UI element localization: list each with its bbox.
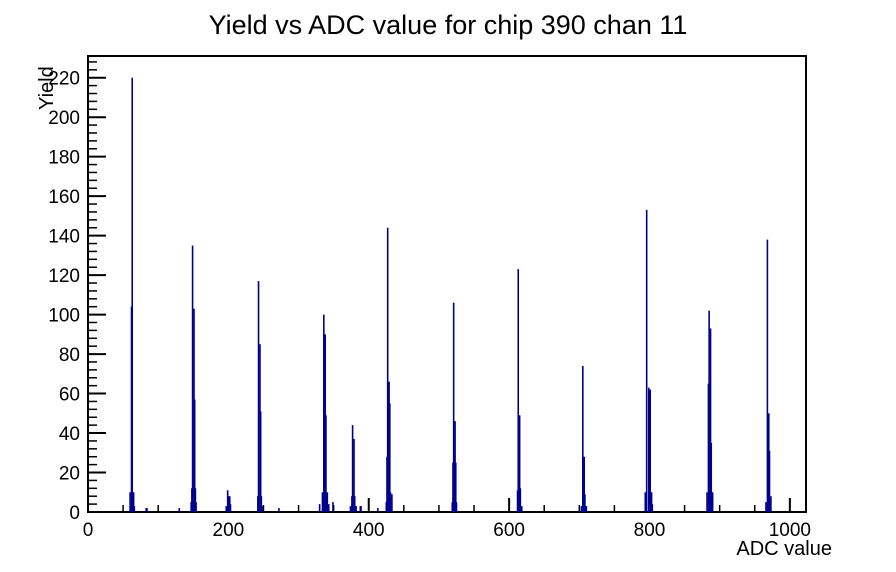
histogram-bin [519, 488, 522, 512]
histogram-bin [455, 502, 458, 512]
histogram-bin [318, 504, 321, 512]
histogram-bin [323, 314, 325, 512]
x-tick-label: 1000 [769, 520, 811, 541]
histogram-bin [193, 399, 196, 512]
histogram-bin [518, 415, 521, 512]
histogram-bin [132, 492, 135, 512]
plot-title: Yield vs ADC value for chip 390 chan 11 [208, 10, 688, 40]
histogram-bin [194, 488, 197, 512]
histogram-bin [278, 508, 280, 512]
y-tick-label: 160 [48, 187, 80, 208]
histogram-bin [647, 387, 650, 512]
histogram-bin [645, 209, 648, 512]
histogram-bin [389, 492, 392, 512]
histogram-bin [768, 450, 771, 512]
histogram-bin [327, 504, 330, 512]
plot-frame [87, 55, 807, 513]
histogram-bin [580, 506, 583, 512]
histogram-bin [711, 492, 714, 512]
histogram-bin [229, 504, 232, 512]
y-tick-label: 200 [48, 108, 80, 129]
histogram-bin [391, 494, 393, 512]
y-tick-label: 0 [69, 503, 80, 524]
histogram-bin [770, 496, 772, 512]
histogram-bin [227, 496, 230, 512]
histogram-bin [585, 506, 588, 512]
histogram-bin [321, 492, 324, 512]
x-tick-label: 0 [83, 520, 94, 541]
histogram-bin [225, 506, 228, 512]
histogram-bin [133, 506, 136, 512]
y-tick-label: 60 [59, 385, 80, 406]
histogram-bin [766, 239, 769, 512]
histogram-bin [650, 492, 653, 512]
histogram-bin [644, 492, 647, 512]
histogram-bin [517, 269, 520, 512]
histogram-bin [710, 442, 713, 512]
y-tick-label: 80 [59, 345, 80, 366]
y-tick-label: 100 [48, 306, 80, 327]
histogram-bin [706, 492, 708, 512]
histogram-bin [129, 492, 131, 512]
histogram-bin [178, 508, 181, 512]
histogram-bin [709, 328, 712, 512]
y-tick-label: 140 [48, 227, 80, 248]
x-tick-label: 600 [493, 520, 525, 541]
histogram-bin [146, 508, 148, 512]
histogram-bin [260, 496, 263, 512]
y-tick-label: 220 [48, 69, 80, 90]
histogram-bin [326, 492, 329, 512]
x-tick-label: 800 [634, 520, 666, 541]
histogram-bin [377, 508, 379, 512]
y-tick-label: 20 [59, 464, 80, 485]
histogram-bin [353, 496, 356, 512]
histogram-bin [355, 506, 357, 512]
x-axis-title: ADC value [736, 538, 832, 560]
histogram-bin [325, 415, 327, 512]
histogram-bin [351, 425, 354, 512]
x-tick-label: 400 [353, 520, 385, 541]
y-tick-label: 40 [59, 424, 80, 445]
histogram-bin [651, 504, 654, 512]
histogram-bin [582, 365, 584, 512]
histogram-bin [261, 506, 263, 512]
histogram-bin [191, 245, 194, 512]
y-tick-label: 120 [48, 266, 80, 287]
histogram-bin [349, 506, 352, 512]
histogram-bin [765, 502, 767, 512]
histogram-bin [583, 456, 586, 512]
histogram-bin [386, 227, 389, 513]
histogram-bin [708, 310, 710, 512]
histogram-bin [452, 302, 455, 512]
histogram-bin [332, 502, 334, 512]
histogram-bin [454, 462, 457, 512]
histogram-bin [195, 502, 197, 512]
histogram-bin [584, 494, 586, 512]
histogram-bin [520, 506, 523, 512]
histogram-bin [257, 281, 260, 512]
histogram-bin [131, 77, 134, 513]
y-tick-label: 180 [48, 148, 80, 169]
histogram-bin [360, 506, 362, 512]
histogram-bin [353, 438, 355, 512]
histogram-bin [649, 389, 651, 512]
histogram-bin [389, 403, 391, 512]
x-tick-label: 200 [213, 520, 245, 541]
histogram-bin [259, 411, 262, 512]
